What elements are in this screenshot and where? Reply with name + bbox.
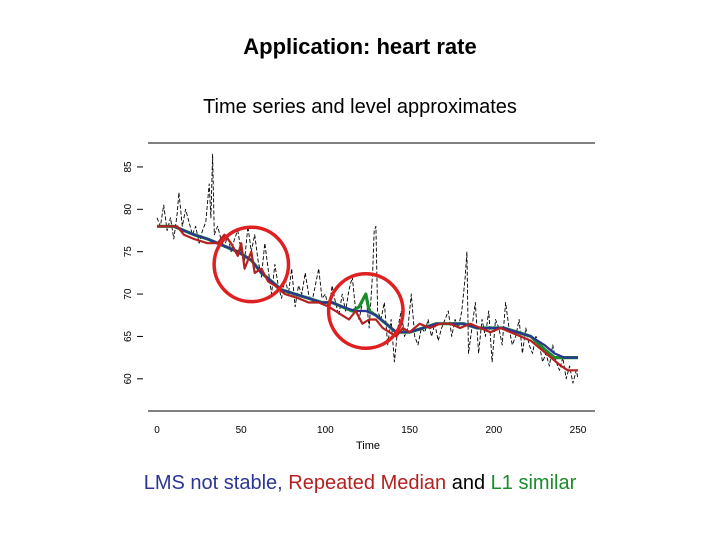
- x-tick-label-100: 100: [317, 425, 334, 436]
- caption: LMS not stable, Repeated Median and L1 s…: [0, 472, 720, 495]
- raw-series-line: [156, 153, 579, 384]
- x-axis: 0 50 100 150 200 250: [148, 410, 595, 436]
- highlight-circle-2: [326, 272, 405, 350]
- y-tick-label-75: 75: [123, 246, 134, 258]
- y-tick-label-70: 70: [123, 288, 134, 300]
- y-axis: 60 65 70 75 80 85: [123, 161, 143, 384]
- highlight-circle-1: [212, 225, 291, 304]
- x-tick-label-200: 200: [485, 425, 502, 436]
- y-tick-label-85: 85: [123, 161, 134, 173]
- caption-and: and: [451, 472, 486, 494]
- y-tick-label-65: 65: [123, 330, 134, 342]
- repeated-median-series-line: [157, 225, 578, 372]
- annotation-layer: [212, 225, 405, 350]
- caption-l1: L1 similar: [490, 472, 577, 494]
- x-tick-label-50: 50: [236, 425, 248, 436]
- series-layer: [156, 153, 579, 384]
- x-tick-label-250: 250: [570, 425, 587, 436]
- x-tick-label-0: 0: [154, 425, 160, 436]
- y-tick-label-60: 60: [123, 373, 134, 385]
- lms-series-line: [157, 225, 578, 359]
- caption-repeated-median: Repeated Median: [288, 472, 447, 494]
- x-axis-title: Time: [356, 440, 380, 452]
- x-tick-label-150: 150: [401, 425, 418, 436]
- slide-title: Application: heart rate: [243, 34, 477, 59]
- caption-lms: LMS not stable,: [143, 472, 283, 494]
- chart-title: Time series and level approximates: [203, 96, 517, 118]
- y-tick-label-80: 80: [123, 203, 134, 215]
